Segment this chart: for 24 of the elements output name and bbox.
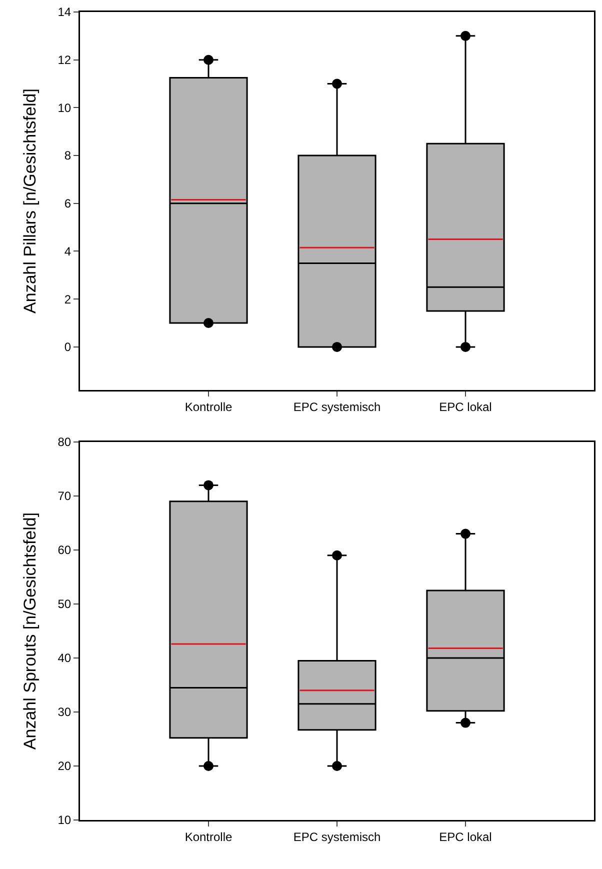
x-tick-label: EPC systemisch: [293, 400, 381, 414]
y-tick-label: 0: [64, 340, 72, 354]
x-tick-label: Kontrolle: [184, 830, 232, 844]
y-tick-label: 4: [64, 244, 72, 258]
y-tick-label: 30: [58, 705, 72, 720]
x-tick-label: Kontrolle: [184, 400, 232, 414]
y-tick-label: 12: [58, 53, 72, 68]
y-tick-label: 10: [58, 100, 72, 115]
y-tick-label: 80: [58, 435, 72, 450]
x-tick-label: EPC systemisch: [293, 830, 381, 844]
y-axis-title: Anzahl Pillars [n/Gesichtsfeld]: [20, 88, 40, 314]
y-tick-label: 8: [64, 148, 72, 163]
x-tick-label: EPC lokal: [439, 400, 492, 414]
y-tick-label: 70: [58, 489, 72, 504]
y-tick-label: 10: [58, 813, 72, 828]
y-tick-label: 60: [58, 543, 72, 558]
y-tick-label: 2: [64, 292, 72, 306]
y-tick-label: 14: [58, 5, 72, 20]
y-axis-title: Anzahl Sprouts [n/Gesichtsfeld]: [20, 512, 40, 750]
y-tick-label: 50: [58, 597, 72, 612]
y-tick-label: 40: [58, 651, 72, 666]
x-tick-label: EPC lokal: [439, 830, 492, 844]
y-tick-label: 20: [58, 759, 72, 774]
y-tick-label: 6: [64, 196, 72, 211]
